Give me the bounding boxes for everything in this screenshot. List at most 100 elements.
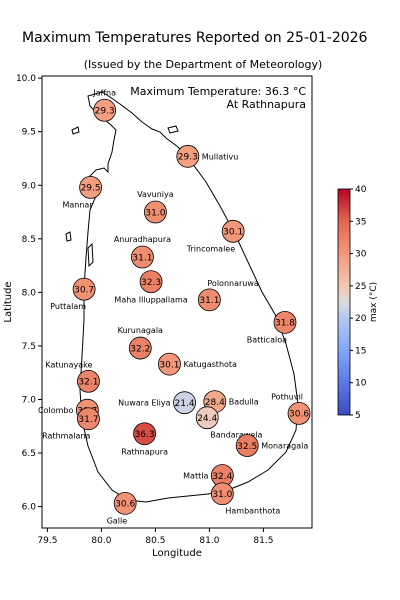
station-marker (93, 98, 117, 122)
station-value: 31.7 (78, 415, 98, 425)
x-axis-label: Longitude (152, 548, 202, 559)
station-marker (195, 406, 219, 430)
colorbar: 5 10 15 20 25 30 35 40 max (°C) (337, 185, 379, 421)
colorbar-tick-label: 40 (355, 185, 367, 195)
station-value: 30.1 (159, 360, 179, 370)
station-galle: 30.6 Galle (107, 491, 137, 525)
station-name: Mannar (62, 200, 93, 209)
colorbar-tick-label: 5 (355, 411, 361, 421)
y-tick-label: 7.5 (22, 342, 36, 352)
station-value: 31.0 (212, 490, 232, 500)
station-name: Badulla (229, 398, 259, 407)
x-tick-label: 81.0 (199, 536, 219, 546)
y-tick-label: 7.0 (22, 395, 37, 405)
x-tick-label: 79.5 (37, 536, 57, 546)
station-value: 32.5 (237, 442, 257, 452)
station-marker (273, 310, 297, 334)
station-value: 30.6 (289, 410, 309, 420)
station-name: Rathmalana (42, 432, 90, 441)
station-jaffna: 29.3 Jaffna (92, 88, 117, 122)
station-marker (235, 434, 259, 457)
station-value: 30.1 (223, 228, 243, 238)
station-name: Nuwara Eliya (118, 399, 170, 408)
map-title: Maximum Temperatures Reported on 25-01-2… (22, 30, 368, 46)
y-tick-label: 10.0 (16, 74, 36, 84)
station-trincomalee: 30.1 Trincomalee (186, 219, 245, 253)
station-name: Trincomalee (186, 244, 235, 253)
station-mullativu: 29.3 Mullativu (176, 144, 238, 168)
station-name: Rathnapura (121, 448, 168, 457)
station-name: Jaffna (92, 88, 116, 97)
y-tick-label: 6.5 (22, 449, 36, 459)
map-subtitle: (Issued by the Department of Meteorology… (83, 58, 323, 71)
station-monaragala: 32.5 Monaragala (235, 434, 308, 457)
plot-frame (41, 75, 313, 529)
station-value: 31.1 (199, 296, 219, 306)
station-marker (128, 336, 152, 360)
station-marker (210, 482, 234, 506)
station-value: 21.4 (175, 399, 195, 409)
station-marker (77, 369, 100, 393)
y-axis-ticks: 6.0 6.5 7.0 7.5 8.0 8.5 9.0 9.5 10.0 (16, 74, 42, 513)
colorbar-ticks: 5 10 15 20 25 30 35 40 (350, 185, 367, 421)
station-name: Vavuniya (137, 190, 174, 199)
station-value: 32.2 (130, 344, 150, 354)
station-vavuniya: 31.0 Vavuniya (137, 190, 174, 224)
station-marker (131, 245, 154, 269)
station-pothuvil: 30.6 Pothuvil (271, 392, 311, 425)
station-marker (77, 407, 100, 431)
station-value: 24.4 (197, 414, 217, 424)
station-name: Mattla (183, 472, 208, 481)
station-marker (133, 422, 157, 446)
x-axis-ticks: 79.5 80.0 80.5 81.0 81.5 (37, 528, 273, 546)
station-value: 31.8 (275, 319, 295, 329)
station-katugasthota: 30.1 Katugasthota (158, 352, 237, 376)
station-maha-illuppallama: 32.3 Maha Illuppallama (114, 270, 188, 305)
station-value: 31.0 (145, 208, 165, 218)
y-tick-label: 9.5 (22, 128, 36, 138)
colorbar-gradient (337, 188, 351, 416)
station-name: Katugasthota (183, 360, 237, 369)
colorbar-tick-label: 35 (355, 217, 366, 227)
station-rathmalana: 31.7 Rathmalana (42, 407, 100, 441)
station-name: Anuradhapura (114, 235, 171, 244)
station-value: 32.4 (212, 472, 232, 482)
station-name: Pothuvil (271, 392, 303, 401)
colorbar-tick-label: 30 (355, 250, 367, 260)
station-value: 29.5 (81, 184, 101, 194)
y-tick-label: 6.0 (22, 503, 37, 513)
x-tick-label: 81.5 (253, 536, 273, 546)
station-mattla: 32.4 Mattla (183, 464, 234, 487)
station-marker (197, 288, 221, 312)
station-markers: 29.3 Jaffna 29.3 Mullativu 29.5 Mannar 31.0 Vav… (38, 88, 311, 525)
station-anuradhapura: 31.1 Anuradhapura (114, 235, 171, 269)
station-value: 30.7 (74, 285, 94, 295)
station-marker (113, 491, 137, 515)
station-rathnapura: 36.3 Rathnapura (121, 422, 168, 457)
y-tick-label: 9.0 (22, 181, 37, 191)
station-name: Katunayake (45, 360, 92, 369)
colorbar-tick-label: 15 (355, 346, 366, 356)
x-tick-label: 80.5 (145, 536, 165, 546)
station-puttalam: 30.7 Puttalam (50, 277, 96, 311)
station-marker (173, 391, 196, 415)
station-marker (79, 175, 102, 199)
station-name: Polonnaruwa (207, 279, 258, 288)
station-value: 32.3 (141, 278, 161, 288)
station-value: 30.6 (115, 500, 135, 510)
station-value: 36.3 (135, 430, 155, 440)
station-name: Monaragala (261, 442, 308, 451)
station-polonnaruwa: 31.1 Polonnaruwa (197, 279, 259, 312)
station-value: 28.4 (205, 398, 225, 408)
colorbar-label: max (°C) (369, 282, 379, 322)
station-marker (287, 401, 311, 425)
station-name: Galle (107, 516, 128, 525)
station-value: 32.1 (78, 378, 98, 388)
max-temp-location: At Rathnapura (227, 98, 307, 111)
x-tick-label: 80.0 (91, 536, 111, 546)
y-tick-label: 8.0 (22, 288, 37, 298)
station-marker (72, 277, 96, 301)
station-marker (158, 352, 181, 376)
station-name: Colombo (38, 406, 73, 415)
